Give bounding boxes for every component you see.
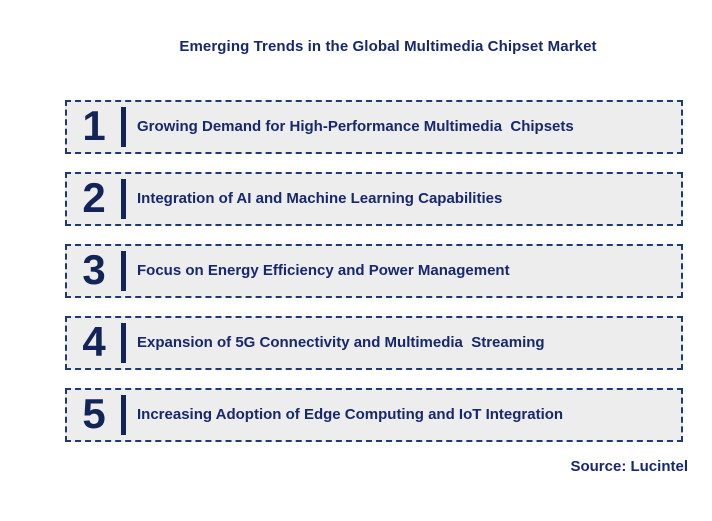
source-attribution: Source: Lucintel <box>570 458 688 475</box>
trend-label: Growing Demand for High-Performance Mult… <box>137 118 574 135</box>
trend-box-1: 1 Growing Demand for High-Performance Mu… <box>65 100 683 154</box>
trend-box-5: 5 Increasing Adoption of Edge Computing … <box>65 388 683 442</box>
trend-box-3: 3 Focus on Energy Efficiency and Power M… <box>65 244 683 298</box>
trend-number: 4 <box>82 318 106 365</box>
page-title: Emerging Trends in the Global Multimedia… <box>179 38 597 55</box>
divider-bar <box>121 395 126 435</box>
divider-bar <box>121 251 126 291</box>
trend-label: Integration of AI and Machine Learning C… <box>137 190 503 207</box>
divider-bar <box>121 323 126 363</box>
trend-list: 1 Growing Demand for High-Performance Mu… <box>65 100 683 460</box>
trend-label: Increasing Adoption of Edge Computing an… <box>137 406 564 423</box>
trend-number: 1 <box>82 102 106 149</box>
trend-number: 2 <box>82 174 106 221</box>
trend-box-2: 2 Integration of AI and Machine Learning… <box>65 172 683 226</box>
divider-bar <box>121 179 126 219</box>
trend-number: 5 <box>82 390 106 437</box>
trend-label: Focus on Energy Efficiency and Power Man… <box>137 262 510 279</box>
trend-box-4: 4 Expansion of 5G Connectivity and Multi… <box>65 316 683 370</box>
divider-bar <box>121 107 126 147</box>
trend-number: 3 <box>82 246 106 293</box>
trend-label: Expansion of 5G Connectivity and Multime… <box>137 334 545 351</box>
